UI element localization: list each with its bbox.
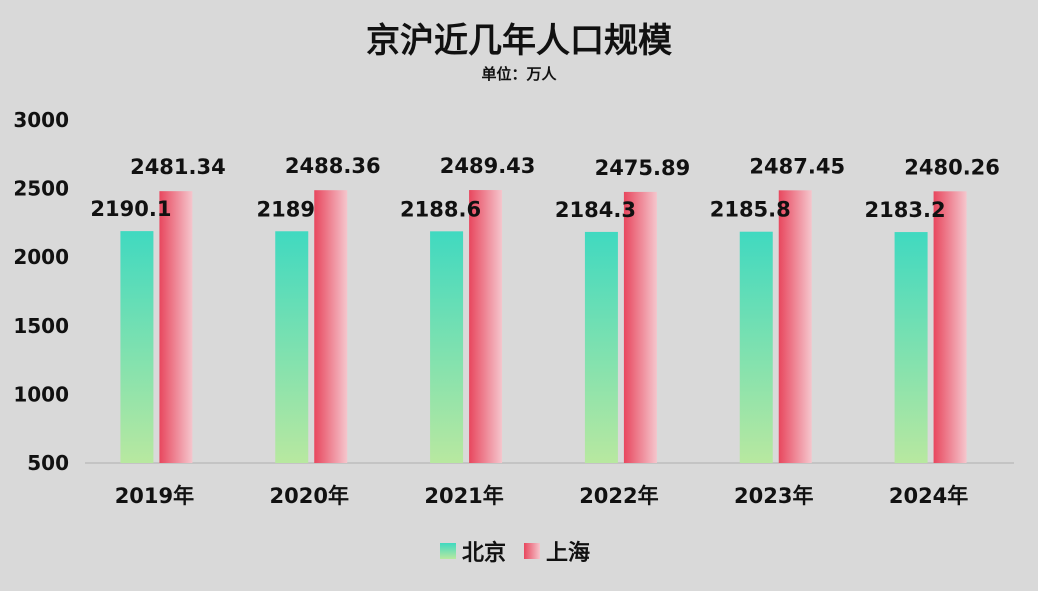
bar-shanghai	[623, 191, 657, 463]
data-label-shanghai: 2488.36	[285, 154, 381, 178]
y-axis-ticks: 3000 2500 2000 1500 1000 500	[13, 108, 69, 475]
data-label-shanghai: 2487.45	[749, 154, 845, 178]
chart-subtitle: 单位：万人	[481, 65, 557, 83]
legend-label-beijing: 北京	[462, 540, 506, 566]
data-label-beijing: 2183.2	[865, 198, 946, 222]
x-axis-ticks: 2019年 2020年 2021年 2022年 2023年 2024年	[115, 484, 969, 508]
x-tick-label: 2021年	[424, 484, 503, 508]
data-label-shanghai: 2475.89	[595, 156, 691, 180]
legend-label-shanghai: 上海	[546, 540, 590, 566]
y-tick-label: 3000	[13, 108, 69, 132]
data-label-beijing: 2190.1	[90, 197, 171, 221]
bar-shanghai	[159, 191, 193, 463]
y-tick-label: 2000	[13, 245, 69, 269]
y-tick-label: 2500	[13, 177, 69, 201]
y-tick-label: 1000	[13, 382, 69, 406]
data-label-beijing: 2189	[257, 197, 315, 221]
bar-beijing	[584, 231, 618, 463]
bar-shanghai	[933, 191, 967, 463]
data-labels-group: 2190.1 2481.34 2189 2488.36 2188.6 2489.43 218…	[90, 154, 1000, 222]
bar-beijing	[275, 231, 309, 463]
legend: 北京 上海	[440, 540, 590, 566]
legend-swatch-beijing	[440, 543, 456, 559]
x-tick-label: 2024年	[889, 484, 968, 508]
x-tick-label: 2020年	[270, 484, 349, 508]
data-label-beijing: 2185.8	[710, 198, 791, 222]
data-label-shanghai: 2481.34	[130, 155, 226, 179]
data-label-shanghai: 2480.26	[904, 155, 1000, 179]
data-label-shanghai: 2489.43	[440, 154, 536, 178]
y-tick-label: 1500	[13, 314, 69, 338]
bars-group	[120, 190, 967, 464]
data-label-beijing: 2188.6	[400, 197, 481, 221]
bar-beijing	[430, 231, 464, 463]
x-tick-label: 2023年	[734, 484, 813, 508]
bar-shanghai	[778, 190, 812, 464]
x-tick-label: 2022年	[579, 484, 658, 508]
legend-swatch-shanghai	[524, 543, 540, 559]
bar-shanghai	[314, 190, 348, 463]
bar-beijing	[120, 231, 154, 463]
x-tick-label: 2019年	[115, 484, 194, 508]
bar-beijing	[894, 232, 928, 463]
chart-title: 京沪近几年人口规模	[366, 21, 672, 61]
bar-shanghai	[469, 190, 503, 463]
bar-beijing	[739, 231, 773, 463]
y-tick-label: 500	[27, 451, 69, 475]
data-label-beijing: 2184.3	[555, 198, 636, 222]
